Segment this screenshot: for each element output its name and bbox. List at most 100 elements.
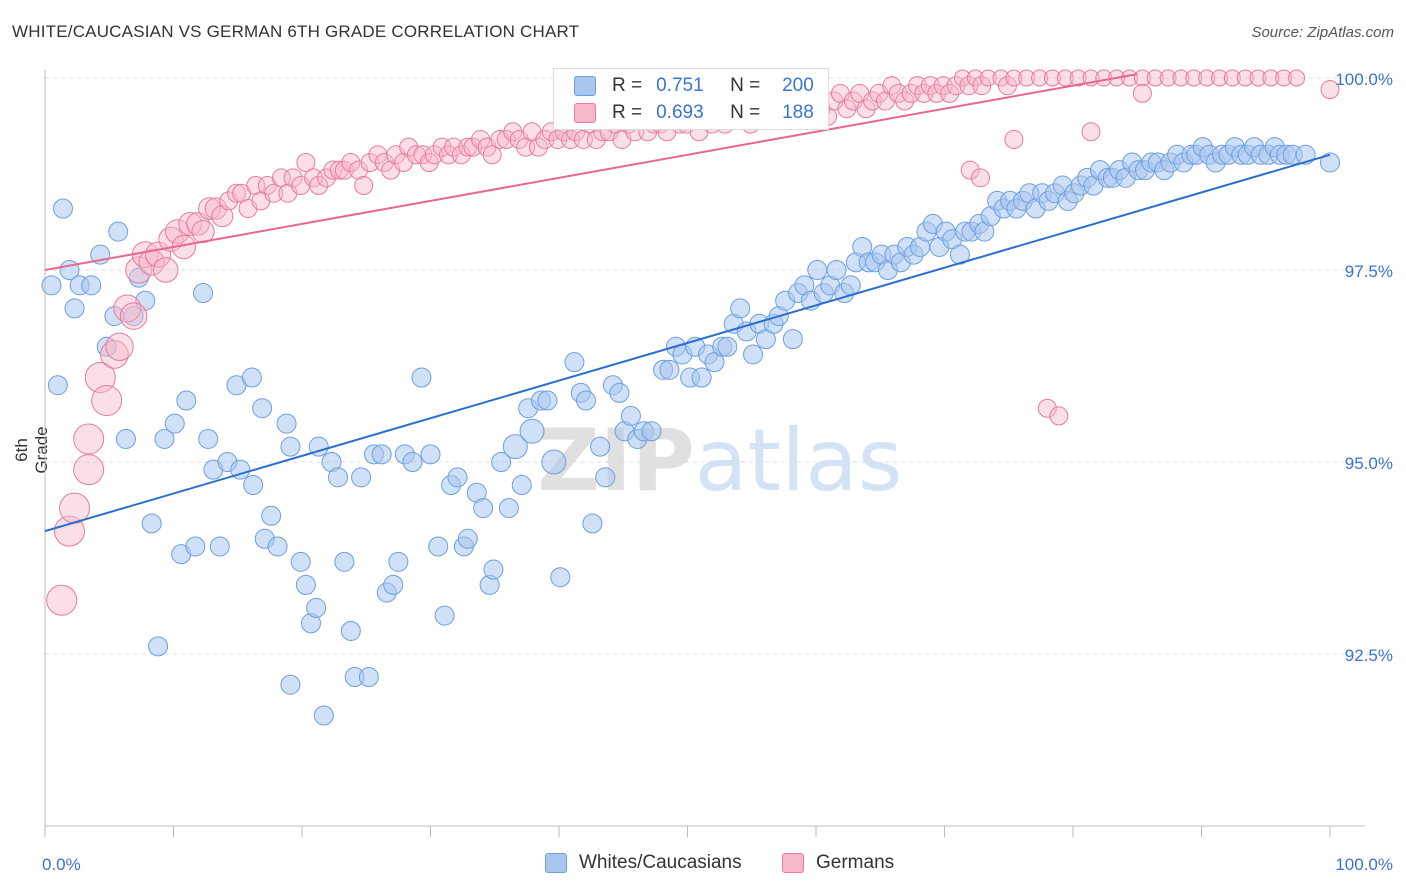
bottom-legend-label-whites: Whites/Caucasians [579,852,742,873]
data-point [295,574,316,595]
data-point [41,275,62,296]
data-point [388,551,409,572]
data-point [329,160,349,180]
data-point [191,220,215,244]
data-point [1132,83,1152,103]
data-point [185,536,206,557]
data-point [280,436,301,457]
data-point [125,256,153,284]
data-point [503,122,523,142]
data-point [178,211,203,236]
data-point [354,176,374,196]
data-point [471,129,491,149]
data-point [953,69,971,87]
data-point [252,398,273,419]
data-point [283,168,303,188]
data-point [428,536,449,557]
data-point [1018,69,1036,87]
data-point [340,620,361,641]
data-point [84,362,116,394]
data-point [198,428,219,449]
data-point [537,390,558,411]
data-point [595,467,616,488]
data-point [1004,129,1024,149]
watermark: ZIPatlas [537,411,902,511]
bottom-legend-label-germans: Germans [816,852,895,873]
data-point [564,352,585,373]
data-point [209,536,230,557]
data-point [334,551,355,572]
data-point [992,69,1010,87]
data-point [226,183,246,203]
data-point [424,145,444,165]
data-point [100,340,129,369]
y-tick-label: 92.5% [1345,646,1393,665]
data-point [148,636,169,657]
data-point [1249,69,1267,87]
data-point [115,428,136,449]
data-point [73,423,105,455]
data-point [528,137,548,157]
legend-swatch-whites [574,76,596,96]
data-point [575,390,596,411]
data-point [1005,69,1023,87]
data-point [411,367,432,388]
legend-row-germans: R = 0.693 N = 188 [574,100,814,126]
data-point [1031,69,1049,87]
data-point [940,83,960,103]
data-point [261,505,282,526]
data-point [52,198,73,219]
data-point [609,382,630,403]
data-point [1198,69,1216,87]
data-point [960,160,980,180]
x-tick-label: 100.0% [1335,855,1393,874]
data-point [327,467,348,488]
legend-box: R = 0.751 N = 200 R = 0.693 N = 188 [553,68,829,130]
data-point [81,275,102,296]
data-point [413,145,433,165]
data-point [451,145,471,165]
data-point [351,467,372,488]
data-point [334,160,354,180]
bottom-legend-germans[interactable]: Germans [782,852,894,874]
data-point [123,306,144,327]
data-point [807,260,828,280]
data-point [691,367,712,388]
data-point [313,705,334,726]
data-point [91,385,123,417]
data-point [243,475,264,496]
data-point [840,275,861,296]
trend-line-whites [44,153,1331,533]
legend-r-value: 0.693 [656,102,704,123]
data-point [856,99,876,119]
x-tick-label: 0.0% [42,855,81,874]
bottom-legend-swatch-whites [545,853,567,873]
data-point [1210,69,1228,87]
y-tick-label: 95.0% [1345,454,1393,473]
chart-title: WHITE/CAUCASIAN VS GERMAN 6TH GRADE CORR… [12,22,580,41]
data-point [290,551,311,572]
data-point [402,452,423,472]
data-point [241,367,262,388]
data-point [826,260,847,280]
data-point [432,137,452,157]
data-point [341,152,361,172]
data-point [659,359,680,380]
data-point [1320,80,1340,100]
data-point [882,76,902,96]
data-point [447,467,468,488]
legend-r-label: R = [612,75,643,96]
data-point [1236,69,1254,87]
y-tick-label: 97.5% [1345,262,1393,281]
data-point [1172,69,1190,87]
data-point [550,567,571,588]
y-tick-label: 100.0% [1335,70,1393,89]
bottom-legend-whites[interactable]: Whites/Caucasians [545,852,742,874]
data-point [105,332,134,361]
data-point [1037,398,1057,418]
data-point [498,498,519,519]
data-point [502,434,528,460]
legend-n-value: 188 [782,102,814,123]
data-point [966,69,984,87]
data-point [193,283,214,304]
